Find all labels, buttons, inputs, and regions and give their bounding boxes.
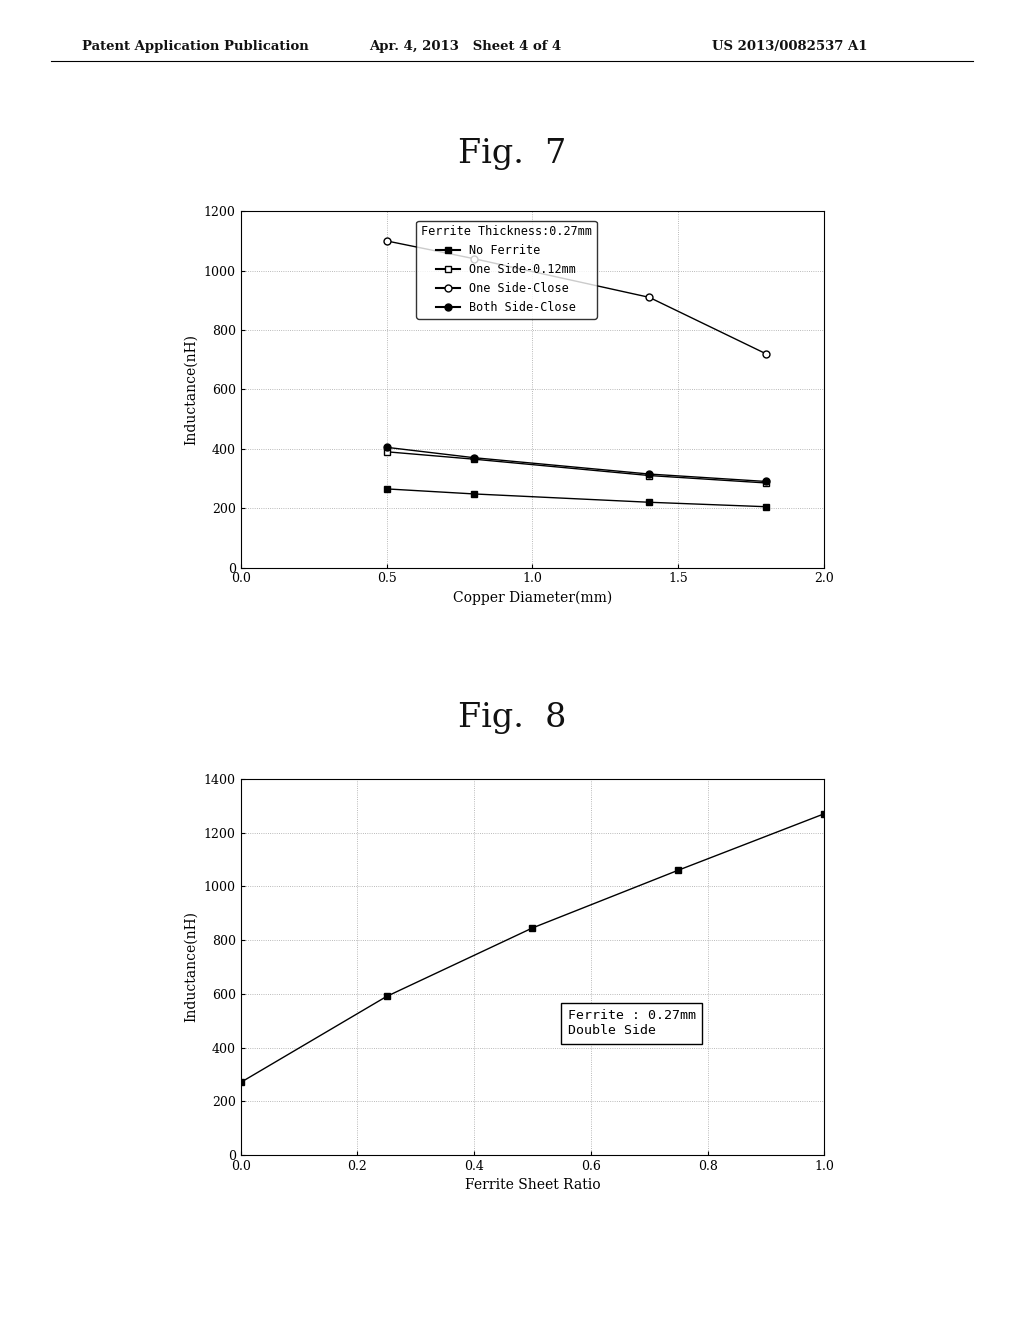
X-axis label: Copper Diameter(mm): Copper Diameter(mm) [453,591,612,606]
Text: Ferrite : 0.27mm
Double Side: Ferrite : 0.27mm Double Side [567,1010,695,1038]
Legend: No Ferrite, One Side-0.12mm, One Side-Close, Both Side-Close: No Ferrite, One Side-0.12mm, One Side-Cl… [416,220,597,318]
Text: Fig.  7: Fig. 7 [458,139,566,170]
Text: Fig.  8: Fig. 8 [458,702,566,734]
X-axis label: Ferrite Sheet Ratio: Ferrite Sheet Ratio [465,1179,600,1192]
Y-axis label: Inductance(nH): Inductance(nH) [184,334,199,445]
Text: Patent Application Publication: Patent Application Publication [82,40,308,53]
Text: US 2013/0082537 A1: US 2013/0082537 A1 [712,40,867,53]
Text: Apr. 4, 2013   Sheet 4 of 4: Apr. 4, 2013 Sheet 4 of 4 [369,40,561,53]
Y-axis label: Inductance(nH): Inductance(nH) [184,911,199,1023]
